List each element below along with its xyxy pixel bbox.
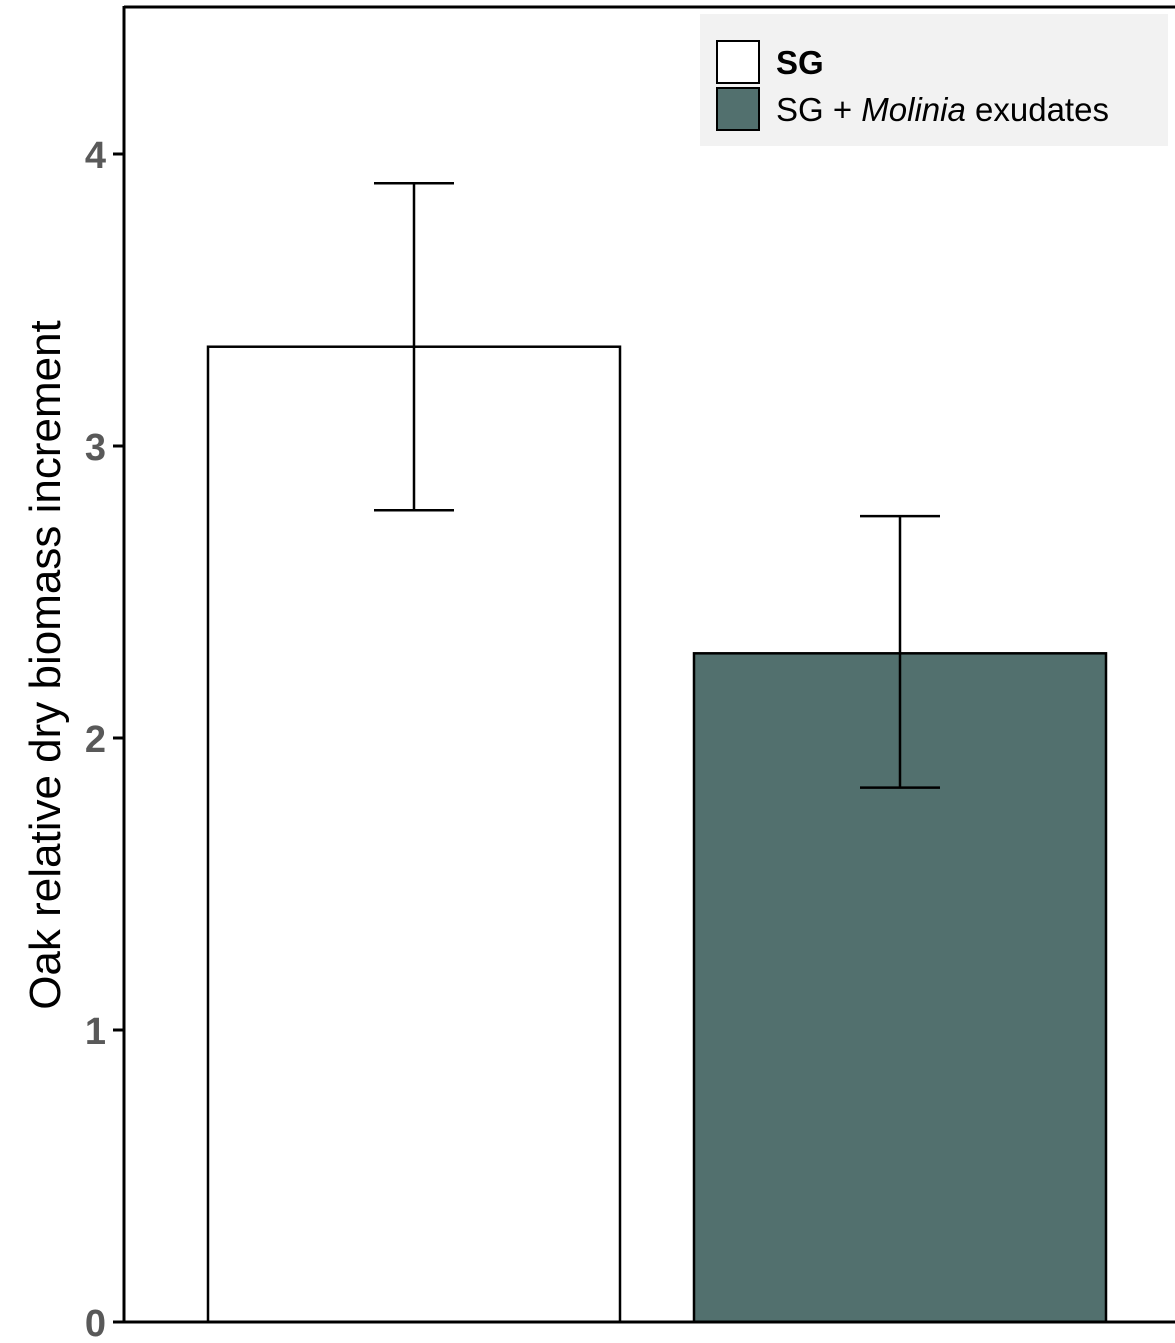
- legend-label-sg-molinia: SG + Molinia exudates: [776, 91, 1109, 128]
- y-tick-label: 4: [85, 135, 106, 177]
- bars: [206, 345, 1108, 1324]
- legend: SG SG + Molinia exudates: [700, 14, 1168, 146]
- legend-background: [700, 14, 1168, 146]
- y-tick-label: 2: [85, 719, 106, 761]
- error-bars: [374, 181, 940, 789]
- y-axis-title: Oak relative dry biomass increment: [21, 320, 70, 1010]
- y-tick-label: 3: [85, 427, 106, 469]
- y-axis-ticks: 0 1 2 3 4: [85, 135, 124, 1343]
- y-tick-label: 0: [85, 1303, 106, 1343]
- y-tick-label: 1: [85, 1011, 106, 1053]
- legend-label-sg: SG: [776, 44, 824, 81]
- legend-key-sg: [716, 40, 760, 84]
- bar-1: [692, 652, 1108, 1324]
- legend-key-sg-molinia: [716, 87, 760, 131]
